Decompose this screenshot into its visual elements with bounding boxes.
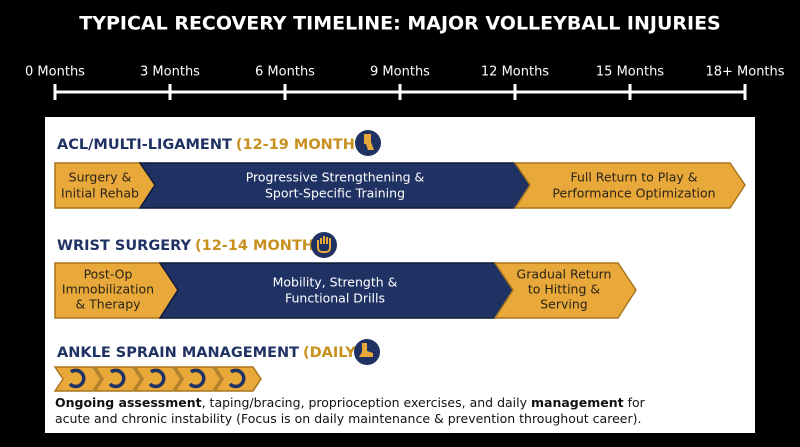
- phase-label: Serving: [540, 297, 588, 312]
- cycle-chevron: [53, 366, 102, 392]
- cycle-arrow: [228, 368, 246, 389]
- ankle-icon-shape: [359, 343, 373, 357]
- section-duration: (DAILY): [303, 345, 362, 361]
- axis-label: 3 Months: [140, 65, 200, 80]
- phase-label: Immobilization: [62, 282, 154, 297]
- axis-label: 9 Months: [370, 65, 430, 80]
- description-run: acute and chronic instability (Focus is …: [55, 411, 641, 426]
- section-name: ACL/MULTI-LIGAMENT: [57, 137, 232, 153]
- cycle-chevrons: [53, 366, 262, 392]
- phase-label: to Hitting &: [528, 282, 601, 297]
- phase-label: Sport-Specific Training: [265, 186, 405, 201]
- phase-chevron: [513, 162, 746, 209]
- wrist-icon-shape: [317, 236, 331, 253]
- section-title: ANKLE SPRAIN MANAGEMENT (DAILY): [57, 345, 362, 361]
- section-title: ACL/MULTI-LIGAMENT (12-19 MONTHS): [57, 137, 372, 153]
- phase-label: Progressive Strengthening &: [246, 170, 425, 185]
- description-run: for: [624, 395, 646, 410]
- cycle-arrow: [188, 368, 206, 389]
- section-duration: (12-14 MONTHS): [195, 238, 331, 254]
- section-name: ANKLE SPRAIN MANAGEMENT: [57, 345, 299, 361]
- phase-label: Functional Drills: [285, 291, 385, 306]
- cycle-chevron: [93, 366, 142, 392]
- section-duration: (12-19 MONTHS): [236, 137, 372, 153]
- description-run: management: [531, 395, 624, 410]
- timeline-axis: 0 Months 3 Months 6 Months 9 Months 12 Month…: [25, 65, 785, 100]
- phase-label: Post-Op: [84, 267, 133, 282]
- description-line: acute and chronic instability (Focus is …: [55, 411, 641, 426]
- wrist-icon: [311, 232, 337, 258]
- cycle-arrow: [68, 368, 86, 389]
- phase-chevron: [493, 262, 637, 319]
- axis-label: 6 Months: [255, 65, 315, 80]
- axis-label: 15 Months: [596, 65, 664, 80]
- phase-label: Surgery &: [69, 170, 132, 185]
- axis-label: 12 Months: [481, 65, 549, 80]
- cycle-chevron: [213, 366, 262, 392]
- phase-label: Mobility, Strength &: [273, 275, 398, 290]
- axis-label: 18+ Months: [705, 65, 784, 80]
- phase-label: Full Return to Play &: [570, 170, 697, 185]
- description-run: Ongoing assessment: [55, 395, 202, 410]
- description-run: , taping/bracing, proprioception exercis…: [202, 395, 531, 410]
- phase-label: & Therapy: [75, 297, 141, 312]
- phase-label: Gradual Return: [517, 267, 612, 282]
- knee-icon-shape: [364, 134, 374, 150]
- main-title: TYPICAL RECOVERY TIMELINE: MAJOR VOLLEYB…: [79, 13, 721, 35]
- description-line: Ongoing assessment, taping/bracing, prop…: [55, 395, 646, 410]
- cycle-chevron: [133, 366, 182, 392]
- cycle-arrow: [148, 368, 166, 389]
- cycle-chevron: [173, 366, 222, 392]
- section-title: WRIST SURGERY (12-14 MONTHS): [57, 238, 331, 254]
- phase-label: Initial Rehab: [61, 186, 139, 201]
- axis-label: 0 Months: [25, 65, 85, 80]
- section-name: WRIST SURGERY: [57, 238, 191, 254]
- phase-label: Performance Optimization: [552, 186, 715, 201]
- cycle-arrow: [108, 368, 126, 389]
